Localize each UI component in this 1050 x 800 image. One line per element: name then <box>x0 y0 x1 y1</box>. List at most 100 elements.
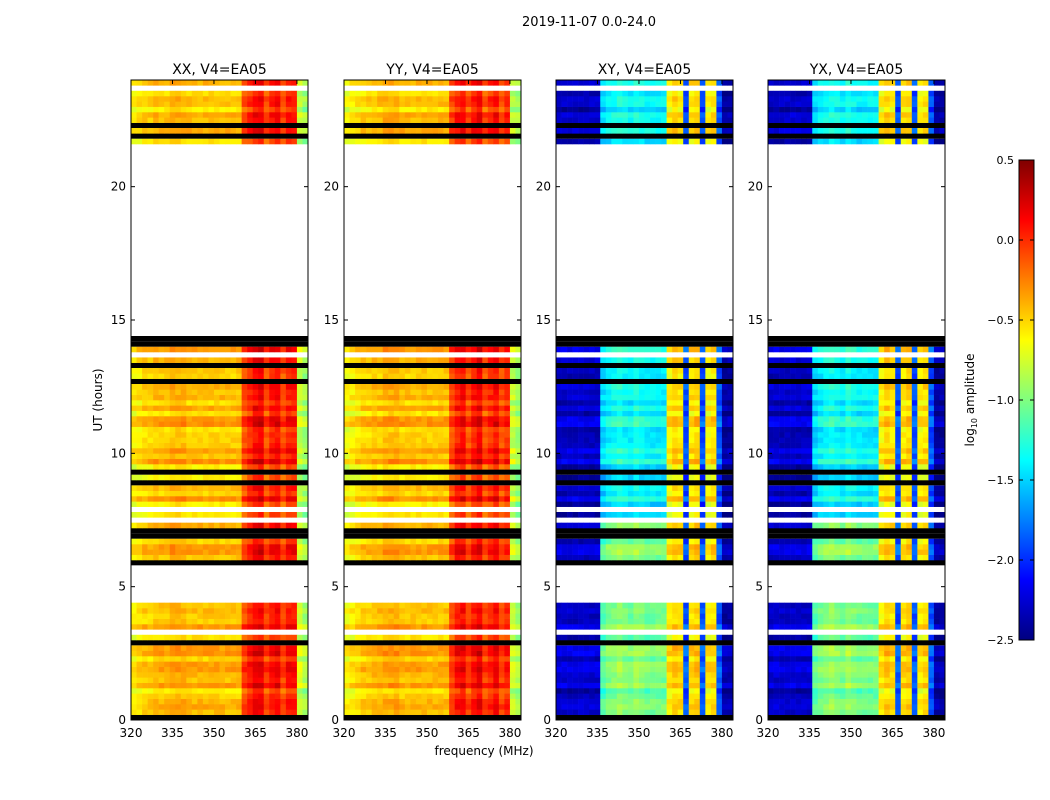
heatmap-cell <box>421 464 428 470</box>
heatmap-cell <box>567 458 573 465</box>
heatmap-cell <box>498 117 505 123</box>
heatmap-cell <box>388 474 395 481</box>
heatmap-cell <box>666 709 673 715</box>
heatmap-cell <box>366 634 372 641</box>
heatmap-cell <box>498 688 505 694</box>
heatmap-cell <box>594 704 601 710</box>
heatmap-cell <box>349 512 356 518</box>
heatmap-cell <box>426 106 433 113</box>
heatmap-cell <box>438 661 444 667</box>
heatmap-cell <box>230 608 237 614</box>
heatmap-cell <box>236 613 242 619</box>
heatmap-cell <box>471 544 478 550</box>
heatmap-cell <box>252 608 259 614</box>
heatmap-cell <box>180 549 187 555</box>
heatmap-cell <box>355 661 361 667</box>
heatmap-cell <box>432 693 439 699</box>
heatmap-cell <box>432 464 439 470</box>
heatmap-cell <box>443 464 450 470</box>
heatmap-cell <box>186 693 193 699</box>
heatmap-cell <box>404 512 411 518</box>
heatmap-cell <box>605 634 612 641</box>
heatmap-cell <box>377 512 384 518</box>
heatmap-cell <box>164 80 171 86</box>
heatmap-cell <box>360 613 367 619</box>
heatmap-cell <box>694 682 701 689</box>
heatmap-cell <box>572 448 579 454</box>
heatmap-cell <box>498 682 505 689</box>
heatmap-cell <box>498 672 505 678</box>
heatmap-cell <box>487 698 494 705</box>
heatmap-cell <box>180 709 187 715</box>
heatmap-cell <box>567 501 573 507</box>
heatmap-cell <box>683 624 690 630</box>
heatmap-cell <box>421 544 428 550</box>
heatmap-cell <box>175 485 182 491</box>
heatmap-cell <box>252 405 259 411</box>
heatmap-cell <box>175 688 182 694</box>
heatmap-cell <box>454 682 461 689</box>
heatmap-cell <box>180 501 187 507</box>
heatmap-cell <box>355 490 361 497</box>
heatmap-cell <box>291 421 298 427</box>
heatmap-cell <box>699 682 706 689</box>
heatmap-cell <box>296 501 303 507</box>
heatmap-cell <box>627 661 634 667</box>
heatmap-cell <box>241 384 248 390</box>
heatmap-cell <box>705 474 712 481</box>
heatmap-cell <box>393 458 400 465</box>
heatmap-cell <box>377 608 384 614</box>
heatmap-cell <box>460 608 466 614</box>
heatmap-cell <box>258 458 265 465</box>
heatmap-cell <box>721 698 728 705</box>
heatmap-cell <box>186 677 193 683</box>
heatmap-cell <box>285 538 292 545</box>
heatmap-cell <box>131 522 137 529</box>
heatmap-cell <box>493 693 500 699</box>
heatmap-cell <box>136 389 143 395</box>
heatmap-cell <box>197 613 204 619</box>
heatmap-cell <box>661 672 667 678</box>
heatmap-cell <box>366 490 372 497</box>
heatmap-cell <box>285 522 292 529</box>
heatmap-cell <box>142 538 148 545</box>
heatmap-cell <box>561 672 568 678</box>
heatmap-cell <box>355 394 361 401</box>
heatmap-cell <box>476 458 483 465</box>
heatmap-cell <box>247 650 253 657</box>
heatmap-cell <box>399 410 406 417</box>
heatmap-cell <box>616 656 623 662</box>
heatmap-cell <box>291 682 298 689</box>
heatmap-cell <box>399 672 406 678</box>
heatmap-cell <box>567 656 573 662</box>
heatmap-cell <box>252 645 259 651</box>
heatmap-cell <box>169 453 176 459</box>
heatmap-cell <box>482 650 489 657</box>
heatmap-cell <box>153 394 159 401</box>
heatmap-cell <box>426 682 433 689</box>
heatmap-cell <box>393 442 400 449</box>
heatmap-cell <box>269 394 276 401</box>
heatmap-cell <box>230 704 237 710</box>
heatmap-cell <box>487 346 494 353</box>
heatmap-cell <box>454 544 461 550</box>
heatmap-cell <box>476 618 483 625</box>
heatmap-cell <box>567 453 573 459</box>
heatmap-cell <box>393 602 400 609</box>
heatmap-cell <box>164 538 171 545</box>
heatmap-cell <box>164 453 171 459</box>
heatmap-cell <box>302 538 309 545</box>
heatmap-cell <box>274 346 281 353</box>
heatmap-cell <box>616 672 623 678</box>
heatmap-cell <box>410 442 417 449</box>
heatmap-cell <box>432 357 439 363</box>
heatmap-cell <box>142 672 148 678</box>
heatmap-cell <box>655 698 662 705</box>
heatmap-cell <box>650 554 656 561</box>
heatmap-cell <box>454 618 461 625</box>
heatmap-cell <box>677 661 684 667</box>
heatmap-cell <box>556 650 562 657</box>
heatmap-cell <box>677 458 684 465</box>
heatmap-cell <box>213 624 220 630</box>
heatmap-cell <box>169 357 176 363</box>
